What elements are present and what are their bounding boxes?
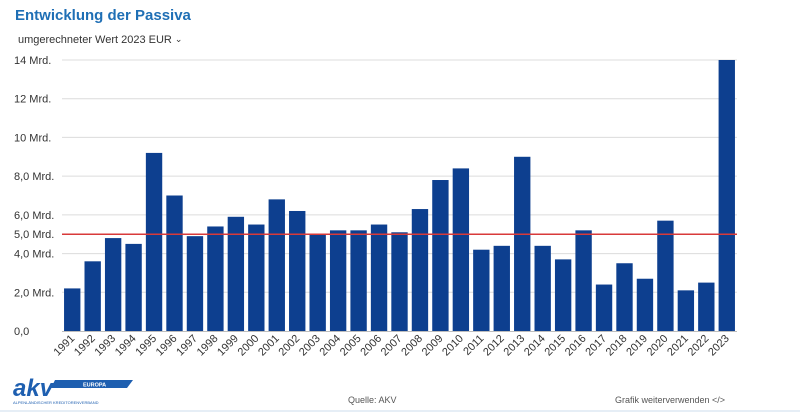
x-tick-label: 2001 [256, 333, 282, 359]
x-tick-label: 2018 [604, 333, 630, 359]
bar [84, 261, 101, 331]
x-tick-label: 1996 [154, 333, 180, 359]
bar [309, 234, 326, 331]
bar [289, 210, 306, 331]
x-tick-label: 2002 [277, 333, 303, 359]
x-tick-label: 1993 [92, 333, 118, 359]
akv-logo[interactable]: akv EUROPA ALPENLÄNDISCHER KREDITORENVER… [13, 376, 138, 406]
logo-wordmark: akv [13, 376, 55, 402]
bar [391, 232, 408, 331]
logo-tag: EUROPA [83, 383, 106, 389]
value-mode-selector[interactable]: umgerechneter Wert 2023 EUR ⌄ [18, 33, 183, 47]
bar [125, 243, 142, 331]
chart-title: Entwicklung der Passiva [15, 7, 191, 24]
bar [370, 224, 388, 331]
x-tick-label: 2006 [358, 333, 384, 359]
bar [514, 156, 531, 331]
x-tick-label: 2012 [481, 333, 507, 359]
value-mode-label: umgerechneter Wert 2023 EUR [18, 34, 172, 46]
x-tick-label: 1991 [52, 333, 78, 359]
bar [452, 168, 470, 331]
bar-chart: 0,0 2,0 Mrd. 4,0 Mrd. 5,0 Mrd. 6,0 Mrd. 8,0 M… [14, 55, 737, 359]
x-tick-label: 2019 [624, 333, 650, 359]
x-tick-label: 2004 [317, 333, 343, 359]
y-tick-label: 12 Mrd. [14, 94, 51, 106]
reuse-graphic-link[interactable]: Grafik weiterverwenden </> [615, 395, 726, 405]
bar [657, 220, 674, 331]
bar [554, 259, 572, 331]
footer-divider [0, 410, 800, 412]
bar [616, 263, 633, 331]
x-tick-label: 2013 [502, 333, 528, 359]
y-tick-label: 14 Mrd. [14, 55, 51, 67]
x-tick-label: 2020 [645, 333, 671, 359]
x-tick-label: 2005 [338, 333, 364, 359]
logo-swoosh [51, 380, 133, 388]
bar [227, 216, 245, 331]
bar [166, 195, 183, 331]
bar [248, 224, 265, 331]
x-tick-label: 2017 [583, 333, 609, 359]
chevron-down-icon: ⌄ [174, 33, 183, 44]
y-tick-label: 4,0 Mrd. [14, 249, 54, 261]
x-tick-label: 1999 [215, 333, 241, 359]
x-tick-label: 2015 [542, 333, 568, 359]
x-tick-label: 2014 [522, 333, 548, 359]
bar [329, 230, 347, 331]
bar [677, 290, 695, 331]
bar [473, 249, 490, 331]
x-tick-label: 2023 [706, 333, 732, 359]
x-tick-label: 2000 [236, 333, 262, 359]
bar [104, 238, 122, 331]
y-tick-label: 5,0 Mrd. [14, 229, 54, 241]
x-tick-label: 2011 [461, 333, 486, 358]
x-tick-label: 2010 [440, 333, 466, 359]
bar [350, 230, 367, 331]
bar [207, 226, 224, 331]
footer [0, 375, 800, 420]
bar [145, 152, 163, 331]
bar [595, 284, 613, 331]
bar [432, 180, 449, 331]
source-label: Quelle: AKV [348, 395, 397, 405]
y-tick-label: 0,0 [14, 326, 29, 338]
x-tick-label: 2021 [665, 333, 691, 359]
x-tick-label: 2009 [420, 333, 446, 359]
x-tick-label: 2016 [563, 333, 589, 359]
bar [698, 282, 715, 331]
x-tick-label: 1992 [72, 333, 98, 359]
y-tick-label: 8,0 Mrd. [14, 171, 54, 183]
bar [718, 60, 735, 331]
x-tick-label: 2008 [399, 333, 425, 359]
bar [636, 278, 654, 331]
x-tick-label: 1998 [195, 333, 221, 359]
x-tick-label: 2003 [297, 333, 323, 359]
y-tick-label: 2,0 Mrd. [14, 287, 54, 299]
bar [575, 230, 592, 331]
x-tick-label: 2007 [379, 333, 405, 359]
bar [411, 209, 429, 331]
logo-subtext: ALPENLÄNDISCHER KREDITORENVERBAND [13, 400, 99, 405]
x-tick-label: 1995 [133, 333, 159, 359]
bar [493, 245, 510, 331]
bar [534, 245, 551, 331]
bar [186, 236, 204, 331]
x-tick-label: 1994 [113, 333, 139, 359]
x-tick-label: 1997 [174, 333, 200, 359]
y-tick-label: 6,0 Mrd. [14, 210, 54, 222]
x-tick-label: 2022 [686, 333, 712, 359]
y-tick-label: 10 Mrd. [14, 132, 51, 144]
bar [64, 288, 81, 331]
bar [268, 199, 285, 331]
